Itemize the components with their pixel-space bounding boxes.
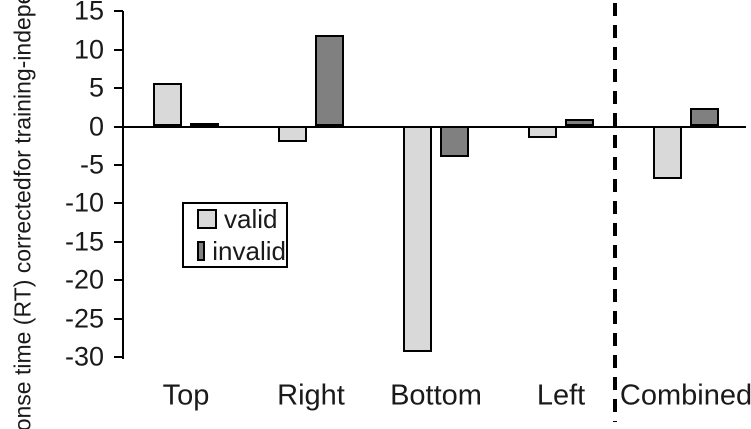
y-axis-tick-label: -5 bbox=[79, 149, 104, 180]
y-axis-tick-label: -30 bbox=[64, 341, 104, 372]
y-axis-tick bbox=[114, 87, 123, 90]
x-axis-label-left: Left bbox=[536, 379, 586, 412]
bar-valid-left bbox=[528, 125, 557, 138]
x-axis-label-bottom: Bottom bbox=[390, 379, 482, 412]
zero-line bbox=[122, 125, 746, 128]
legend: valid invalid bbox=[182, 202, 288, 268]
legend-entry-valid: valid bbox=[197, 206, 286, 232]
bar-invalid-bottom bbox=[440, 125, 469, 158]
bar-invalid-combined bbox=[690, 108, 719, 127]
y-axis-tick bbox=[114, 202, 123, 205]
bar-invalid-left bbox=[565, 118, 594, 127]
y-axis-tick-label: -20 bbox=[64, 264, 104, 295]
y-axis-tick bbox=[114, 163, 123, 166]
x-axis-label-right: Right bbox=[277, 379, 345, 412]
y-axis-tick-label: 5 bbox=[88, 72, 104, 103]
x-axis-label-combined: Combined bbox=[619, 379, 751, 412]
legend-swatch-invalid bbox=[197, 241, 206, 261]
x-axis-label-top: Top bbox=[162, 379, 210, 412]
y-axis-tick bbox=[114, 317, 123, 320]
y-axis-tick-label: 10 bbox=[73, 34, 104, 65]
y-axis-line bbox=[122, 11, 124, 359]
y-axis-tick bbox=[114, 356, 123, 359]
y-axis-tick-label: 0 bbox=[88, 111, 104, 141]
y-axis-tick bbox=[114, 10, 123, 13]
legend-swatch-valid bbox=[197, 209, 217, 229]
legend-entry-invalid: invalid bbox=[197, 238, 286, 264]
legend-label-invalid: invalid bbox=[212, 236, 286, 266]
y-axis-tick bbox=[114, 48, 123, 51]
bar-invalid-right bbox=[315, 34, 344, 127]
legend-label-valid: valid bbox=[224, 204, 278, 234]
separator-dashed-line bbox=[613, 3, 617, 422]
y-axis-tick-label: 15 bbox=[73, 0, 104, 26]
bar-valid-right bbox=[278, 125, 307, 143]
y-axis-tick-label: -25 bbox=[64, 303, 104, 334]
y-axis-tick bbox=[114, 240, 123, 243]
y-axis-tick-label: -15 bbox=[64, 226, 104, 257]
bar-valid-bottom bbox=[403, 125, 432, 353]
y-axis-tick bbox=[114, 125, 123, 128]
bar-invalid-top bbox=[190, 122, 219, 127]
y-axis-tick-label: -10 bbox=[64, 187, 104, 218]
bar-valid-combined bbox=[653, 125, 682, 180]
y-axis-tick bbox=[114, 279, 123, 282]
bar-valid-top bbox=[153, 82, 182, 127]
